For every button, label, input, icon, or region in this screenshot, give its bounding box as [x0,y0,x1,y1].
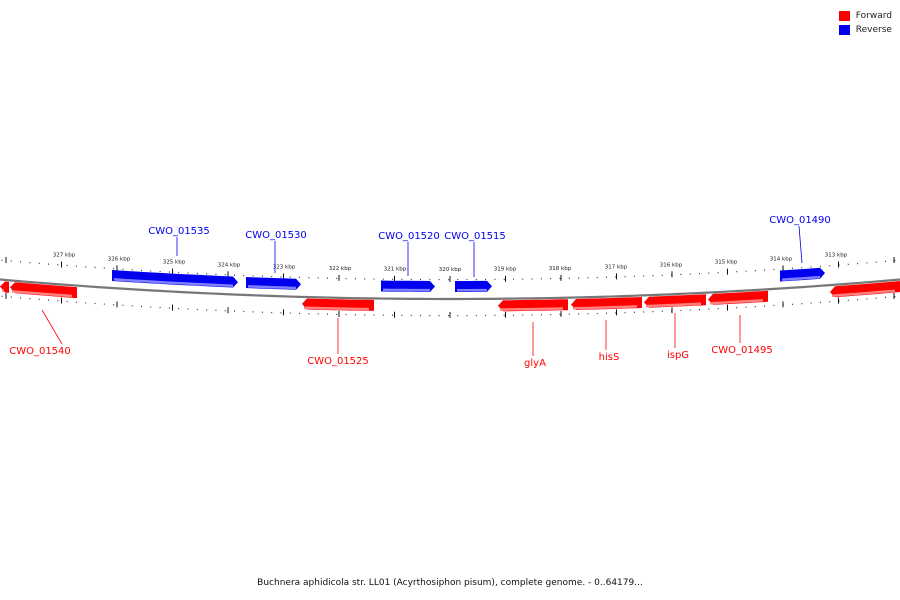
reverse-gene-label: CWO_01535 [148,226,210,237]
forward-gene-arrow-shade [500,307,563,311]
kbp-tick-label: 317 kbp [605,264,628,270]
forward-gene-label: CWO_01540 [9,346,71,357]
kbp-tick-label: 325 kbp [163,260,186,266]
reverse-gene-label: CWO_01515 [444,231,506,242]
reverse-gene-arrow-shade [457,288,487,292]
reverse-gene-label: CWO_01520 [378,231,440,242]
map-caption: Buchnera aphidicola str. LL01 (Acyrthosi… [257,578,643,588]
legend-reverse: Reverse [838,23,892,37]
kbp-tick-label: 321 kbp [384,267,407,273]
kbp-tick-label: 314 kbp [770,256,793,262]
forward-gene-arrow [0,281,9,293]
forward-gene-arrow-shade [710,299,763,305]
forward-gene-arrow-shade [304,306,369,311]
reverse-gene-arrow-shade [383,288,430,292]
forward-gene-arrow-shade [2,289,4,292]
forward-gene-label: ispG [667,350,689,361]
legend: Forward Reverse [838,9,892,37]
forward-gene-arrow-shade [832,289,895,297]
reverse-gene-arrow-shade [114,278,233,287]
genome-backbone [0,278,900,301]
forward-gene-label: hisS [599,352,620,363]
forward-gene-label: CWO_01525 [307,356,369,367]
kbp-tick-label: 326 kbp [108,256,131,262]
forward-gene-arrow [830,281,900,298]
reverse-swatch [838,25,850,35]
legend-forward-label: Forward [855,11,892,21]
kbp-tick-label: 318 kbp [549,266,572,272]
kbp-tick-label: 320 kbp [439,267,462,273]
reverse-gene-label: CWO_01530 [245,230,307,241]
forward-gene-arrow-shade [12,290,72,298]
forward-gene-label: CWO_01495 [711,345,773,356]
reverse-gene-arrow-shade [782,275,820,281]
kbp-tick-label: 322 kbp [329,266,352,272]
reverse-gene-label-leader [798,225,803,264]
kbp-tick-label: 316 kbp [660,262,683,268]
kbp-tick-label: 315 kbp [715,260,738,266]
kbp-tick-label: 327 kbp [53,253,76,259]
forward-gene-label: glyA [524,358,546,369]
kbp-tick-label: 313 kbp [825,253,848,259]
legend-forward: Forward [838,9,892,23]
kbp-tick-label: 319 kbp [494,267,517,273]
forward-gene-label-leader [41,309,63,345]
reverse-gene-arrow-shade [248,285,296,290]
reverse-gene-arrow [112,270,238,288]
reverse-gene-label: CWO_01490 [769,215,831,226]
legend-reverse-label: Reverse [855,25,892,35]
forward-gene-arrow-shade [646,302,701,308]
kbp-tick-label: 323 kbp [273,264,296,270]
forward-gene-arrow-shade [573,305,637,310]
forward-swatch [838,11,850,21]
kbp-tick-label: 324 kbp [218,262,241,268]
